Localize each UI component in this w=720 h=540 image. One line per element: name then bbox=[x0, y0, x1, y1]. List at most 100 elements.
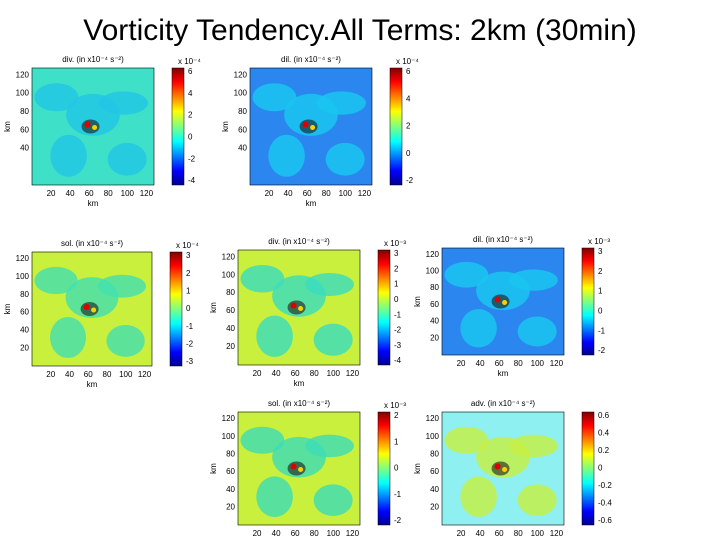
colorbar bbox=[377, 249, 391, 366]
colorbar-tick-label: -2 bbox=[394, 516, 402, 525]
vortex-peak bbox=[91, 307, 97, 313]
x-tick-label: 80 bbox=[514, 529, 523, 538]
colorbar bbox=[581, 411, 595, 526]
colorbar-tick-label: -2 bbox=[598, 346, 606, 355]
y-tick-label: 60 bbox=[226, 467, 235, 476]
colorbar-tick-label: 6 bbox=[188, 67, 193, 76]
colorbar-tick-label: -0.4 bbox=[598, 499, 612, 508]
colorbar-multiplier: x 10⁻³ bbox=[588, 237, 610, 246]
vortex-core bbox=[287, 300, 306, 315]
contour-region bbox=[50, 316, 86, 359]
colorbar-tick-label: 1 bbox=[394, 437, 399, 446]
y-tick-label: 60 bbox=[226, 306, 235, 315]
x-tick-label: 40 bbox=[476, 359, 485, 368]
x-tick-label: 80 bbox=[322, 189, 331, 198]
contour-region bbox=[517, 484, 557, 516]
x-axis-label: km bbox=[498, 369, 509, 378]
contour-region bbox=[444, 261, 489, 288]
y-tick-label: 100 bbox=[426, 432, 440, 441]
x-axis-label: km bbox=[87, 380, 98, 389]
contour-region bbox=[517, 316, 557, 347]
colorbar-tick-label: 0.4 bbox=[598, 429, 610, 438]
y-tick-label: 80 bbox=[20, 290, 29, 299]
x-tick-label: 80 bbox=[310, 529, 319, 538]
colorbar-tick-label: 0 bbox=[598, 307, 603, 316]
y-tick-label: 100 bbox=[222, 270, 236, 279]
vortex-peak bbox=[494, 463, 501, 470]
panel-title: adv. (in x10⁻⁴ s⁻²) bbox=[471, 399, 536, 408]
colorbar-tick-label: 1 bbox=[186, 286, 191, 295]
colorbar-multiplier: x 10⁻³ bbox=[384, 239, 406, 248]
x-axis-label: km bbox=[88, 199, 99, 208]
x-tick-label: 20 bbox=[46, 370, 55, 379]
colorbar-tick-label: 0 bbox=[598, 464, 603, 473]
colorbar-tick-label: 0.6 bbox=[598, 411, 610, 420]
colorbar-tick-label: -2 bbox=[394, 326, 402, 335]
colorbar-tick-label: 1 bbox=[394, 280, 399, 289]
contour-region bbox=[325, 142, 365, 176]
panel-title: div. (in x10⁻⁴ s⁻²) bbox=[62, 55, 124, 64]
x-tick-label: 100 bbox=[119, 370, 133, 379]
contour-region bbox=[313, 323, 353, 356]
colorbar-tick-label: 4 bbox=[406, 94, 411, 103]
x-tick-label: 20 bbox=[457, 529, 466, 538]
x-tick-label: 60 bbox=[495, 529, 504, 538]
contour-region bbox=[256, 476, 293, 518]
colorbar-tick-label: -0.2 bbox=[598, 481, 612, 490]
x-tick-label: 20 bbox=[47, 189, 56, 198]
y-tick-label: 120 bbox=[16, 70, 30, 79]
y-axis-label: km bbox=[413, 296, 422, 307]
x-tick-label: 120 bbox=[346, 529, 360, 538]
colorbar-tick-label: -1 bbox=[186, 322, 194, 331]
contour-region bbox=[460, 308, 497, 348]
contour-region bbox=[240, 426, 285, 454]
x-tick-label: 100 bbox=[531, 529, 545, 538]
colorbar bbox=[581, 247, 595, 356]
vortex-peak bbox=[298, 467, 304, 472]
vortex-core bbox=[299, 119, 318, 134]
colorbar bbox=[377, 411, 391, 526]
y-tick-label: 20 bbox=[20, 343, 29, 352]
x-tick-label: 60 bbox=[303, 189, 312, 198]
contour-region bbox=[106, 324, 145, 357]
colorbar-tick-label: -4 bbox=[394, 356, 402, 365]
y-tick-label: 120 bbox=[234, 70, 248, 79]
x-tick-label: 40 bbox=[476, 529, 485, 538]
colorbar-tick-label: 6 bbox=[406, 67, 411, 76]
colorbar-multiplier: x 10⁻³ bbox=[384, 401, 406, 410]
y-tick-label: 60 bbox=[430, 467, 439, 476]
vortex-core bbox=[491, 294, 510, 309]
colorbar-tick-label: -2 bbox=[406, 176, 414, 185]
y-tick-label: 120 bbox=[222, 252, 236, 261]
colorbar-tick-label: 1 bbox=[598, 287, 603, 296]
y-tick-label: 40 bbox=[226, 324, 235, 333]
contour-region bbox=[444, 426, 489, 454]
panel-title: dil. (in x10⁻⁴ s⁻²) bbox=[473, 235, 533, 244]
y-tick-label: 80 bbox=[226, 449, 235, 458]
x-tick-label: 100 bbox=[339, 189, 353, 198]
x-tick-label: 40 bbox=[65, 370, 74, 379]
panel-title: div. (in x10⁻⁴ s⁻²) bbox=[268, 237, 330, 246]
x-tick-label: 100 bbox=[327, 369, 341, 378]
colorbar-tick-label: -3 bbox=[186, 357, 194, 366]
colorbar-tick-label: -1 bbox=[598, 326, 606, 335]
x-tick-label: 100 bbox=[327, 529, 341, 538]
x-axis-label: km bbox=[294, 379, 305, 388]
colorbar-multiplier: x 10⁻⁴ bbox=[396, 57, 419, 66]
colorbar-multiplier: x 10⁻⁴ bbox=[176, 241, 199, 250]
x-tick-label: 120 bbox=[138, 370, 152, 379]
x-tick-label: 40 bbox=[66, 189, 75, 198]
vortex-peak bbox=[298, 306, 304, 311]
x-tick-label: 60 bbox=[291, 529, 300, 538]
y-tick-label: 80 bbox=[430, 283, 439, 292]
y-axis-label: km bbox=[413, 463, 422, 474]
contour-region bbox=[476, 436, 530, 478]
colorbar-tick-label: 2 bbox=[598, 267, 603, 276]
y-tick-label: 120 bbox=[426, 414, 440, 423]
colorbar-tick-label: -0.6 bbox=[598, 516, 612, 525]
contour-region bbox=[476, 271, 530, 311]
vortex-core bbox=[287, 461, 306, 476]
contour-region bbox=[34, 83, 79, 112]
y-tick-label: 100 bbox=[16, 89, 30, 98]
panel-title: sol. (in x10⁻⁴ s⁻²) bbox=[61, 239, 123, 248]
